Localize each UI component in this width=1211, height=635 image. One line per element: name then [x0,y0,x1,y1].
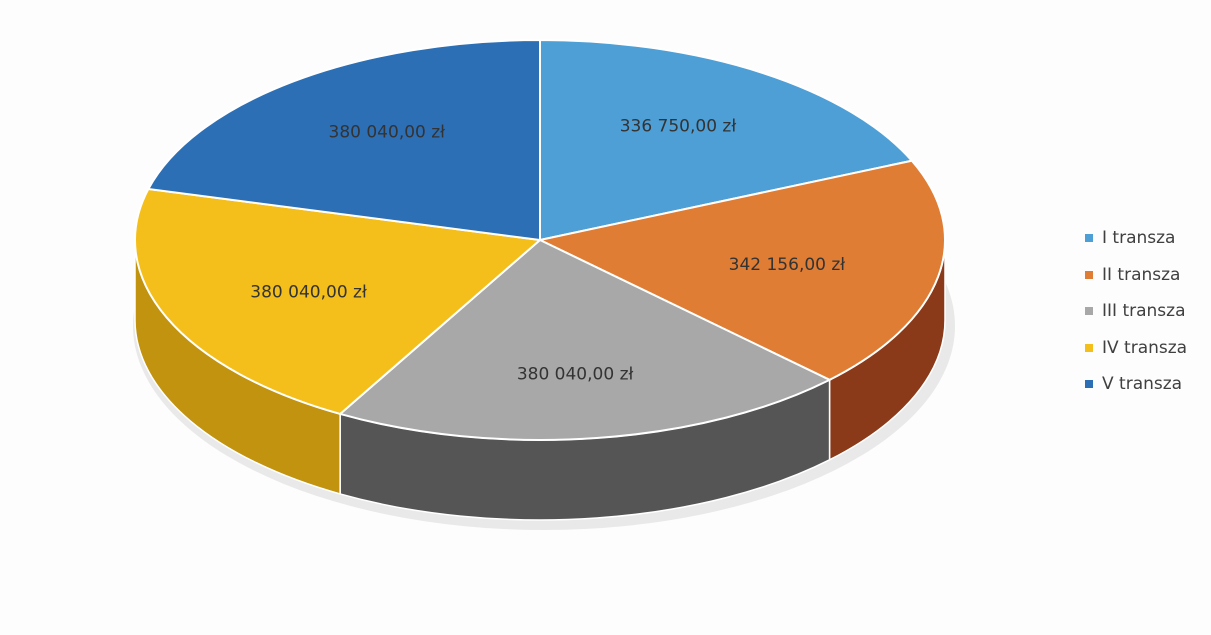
data-label: 380 040,00 zł [250,283,367,303]
pie-slice [539,38,914,242]
legend-item: I transza [1085,220,1187,257]
legend-label: III transza [1102,301,1186,322]
data-label: 380 040,00 zł [329,122,446,142]
legend: I transza II transza III transza IV transza… [1085,220,1187,403]
legend-swatch [1085,234,1093,243]
legend-swatch [1085,307,1093,316]
pie-slice [536,159,946,381]
data-label: 342 156,00 zł [729,255,846,275]
legend-item: III transza [1085,293,1187,330]
legend-label: IV transza [1102,337,1188,358]
legend-swatch [1085,270,1093,279]
data-label: 336 750,00 zł [620,116,737,136]
data-label: 380 040,00 zł [517,365,634,385]
legend-item: V transza [1085,366,1187,403]
legend-swatch [1085,380,1093,389]
legend-label: II transza [1102,264,1181,285]
pie-tops [134,38,946,441]
legend-item: IV transza [1085,330,1187,367]
legend-label: V transza [1102,374,1183,395]
pie-slice [134,187,543,416]
legend-swatch [1085,343,1093,352]
pie-slice [338,238,832,441]
pie-slice [146,38,541,242]
legend-label: I transza [1102,228,1176,249]
data-labels: 336 750,00 zł 342 156,00 zł 380 040,00 zł 3… [250,116,845,384]
legend-item: II transza [1085,257,1187,294]
